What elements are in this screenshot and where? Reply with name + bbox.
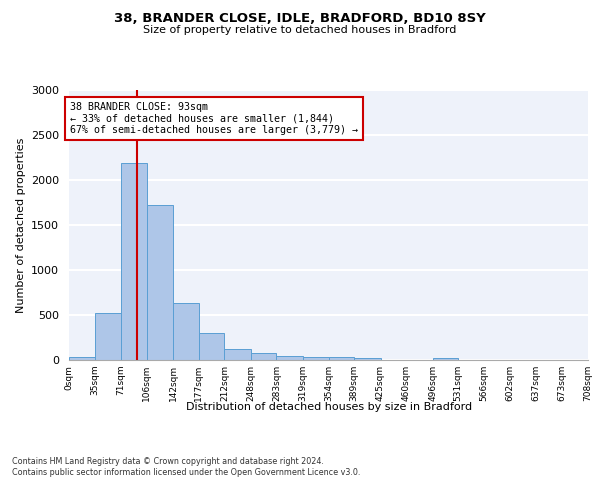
Bar xyxy=(199,334,224,360)
Bar xyxy=(277,356,303,360)
Bar xyxy=(147,205,173,360)
Bar xyxy=(69,358,95,360)
Bar xyxy=(95,313,121,360)
Y-axis label: Number of detached properties: Number of detached properties xyxy=(16,138,26,312)
Bar xyxy=(303,357,329,360)
Text: Size of property relative to detached houses in Bradford: Size of property relative to detached ho… xyxy=(143,25,457,35)
Text: Distribution of detached houses by size in Bradford: Distribution of detached houses by size … xyxy=(186,402,472,412)
Bar xyxy=(173,304,199,360)
Text: 38, BRANDER CLOSE, IDLE, BRADFORD, BD10 8SY: 38, BRANDER CLOSE, IDLE, BRADFORD, BD10 … xyxy=(114,12,486,26)
Text: 38 BRANDER CLOSE: 93sqm
← 33% of detached houses are smaller (1,844)
67% of semi: 38 BRANDER CLOSE: 93sqm ← 33% of detache… xyxy=(70,102,358,135)
Bar xyxy=(329,357,354,360)
Bar xyxy=(354,358,380,360)
Bar xyxy=(121,163,147,360)
Bar xyxy=(433,358,458,360)
Text: Contains HM Land Registry data © Crown copyright and database right 2024.
Contai: Contains HM Land Registry data © Crown c… xyxy=(12,458,361,477)
Bar xyxy=(224,349,251,360)
Bar xyxy=(251,353,277,360)
